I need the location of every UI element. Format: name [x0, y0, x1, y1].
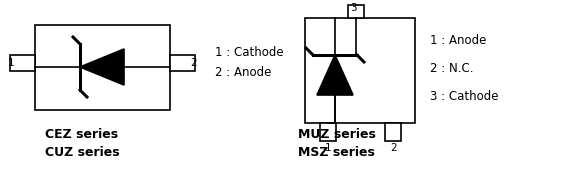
Text: 2: 2 [190, 58, 197, 68]
Bar [385, 123, 401, 141]
Polygon shape [80, 49, 124, 85]
Text: 3 : Cathode: 3 : Cathode [430, 89, 499, 103]
Bar [320, 123, 336, 141]
Text: 1: 1 [8, 58, 15, 68]
Bar [10, 55, 35, 71]
Bar [35, 25, 170, 110]
Text: 1: 1 [325, 143, 332, 153]
Text: 3: 3 [350, 3, 357, 13]
Text: 2: 2 [390, 143, 397, 153]
Bar [305, 18, 415, 123]
Bar [170, 55, 195, 71]
Text: 2 : N.C.: 2 : N.C. [430, 62, 474, 74]
Text: 1 : Anode: 1 : Anode [430, 33, 486, 47]
Polygon shape [317, 55, 353, 95]
Text: CEZ series: CEZ series [45, 129, 118, 141]
Text: CUZ series: CUZ series [45, 146, 120, 158]
Text: 1 : Cathode: 1 : Cathode [215, 46, 284, 58]
Text: 2 : Anode: 2 : Anode [215, 65, 271, 79]
Text: MUZ series: MUZ series [298, 129, 376, 141]
Bar [348, 5, 364, 18]
Text: MSZ series: MSZ series [298, 146, 375, 158]
